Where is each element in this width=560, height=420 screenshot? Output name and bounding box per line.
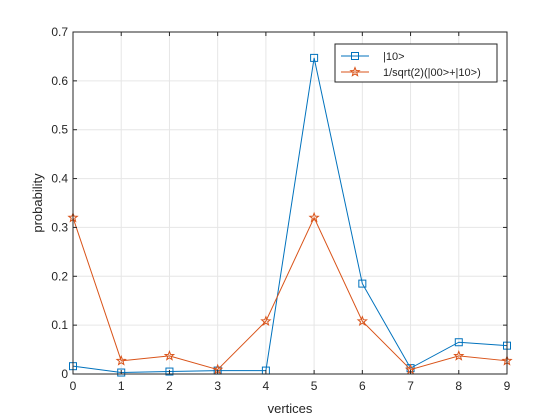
x-tick-label: 3 — [214, 379, 221, 393]
x-tick-label: 0 — [70, 379, 77, 393]
x-tick-label: 4 — [263, 379, 270, 393]
y-tick-label: 0.6 — [51, 74, 68, 88]
legend-label: |10> — [383, 51, 405, 63]
grid-lines — [73, 32, 507, 374]
data-point — [260, 315, 272, 327]
data-point — [163, 349, 176, 361]
y-tick-label: 0.3 — [51, 220, 68, 234]
x-tick-label: 8 — [455, 379, 462, 393]
data-point — [453, 349, 465, 361]
series-line — [72, 216, 508, 371]
legend-label: 1/sqrt(2)(|00>+|10>) — [383, 67, 481, 79]
data-point — [115, 354, 127, 366]
x-tick-label: 9 — [504, 379, 511, 393]
y-tick-label: 0.4 — [51, 172, 68, 186]
x-tick-label: 5 — [311, 379, 318, 393]
legend-box — [334, 43, 498, 83]
y-tick-label: 0.5 — [51, 123, 68, 137]
x-tick-label: 2 — [166, 379, 173, 393]
data-point — [454, 338, 463, 347]
y-tick-label: 0.2 — [51, 269, 68, 283]
legend-entries: |10> 1/sqrt(2)(|00>+|10>) — [341, 51, 481, 79]
data-point — [165, 367, 174, 376]
plot-area — [73, 32, 507, 374]
legend-entry: |10> — [341, 51, 405, 63]
data-point — [310, 53, 319, 62]
x-axis-label: vertices — [268, 401, 313, 416]
x-tick-label: 1 — [118, 379, 125, 393]
y-axis-label: probability — [30, 173, 45, 233]
data-point — [358, 279, 367, 288]
legend-marker — [351, 52, 359, 60]
axis-ticks: 0 1 2 3 4 5 6 7 8 9 0 0.1 0.2 0.3 0.4 0.5 0.6 0.7 — [51, 25, 510, 393]
data-point — [308, 211, 320, 223]
series-line — [72, 57, 508, 374]
x-tick-label: 7 — [407, 379, 414, 393]
x-tick-label: 6 — [359, 379, 366, 393]
legend-marker — [349, 66, 361, 77]
legend-entry: 1/sqrt(2)(|00>+|10>) — [341, 66, 481, 79]
plot-frame — [72, 31, 508, 375]
data-point — [117, 368, 126, 377]
y-tick-label: 0.1 — [51, 318, 68, 332]
legend: |10> 1/sqrt(2)(|00>+|10>) — [334, 43, 498, 83]
series-2 — [67, 211, 513, 375]
data-point — [356, 315, 368, 327]
y-tick-label: 0.7 — [51, 25, 68, 39]
y-tick-label: 0 — [61, 367, 68, 381]
